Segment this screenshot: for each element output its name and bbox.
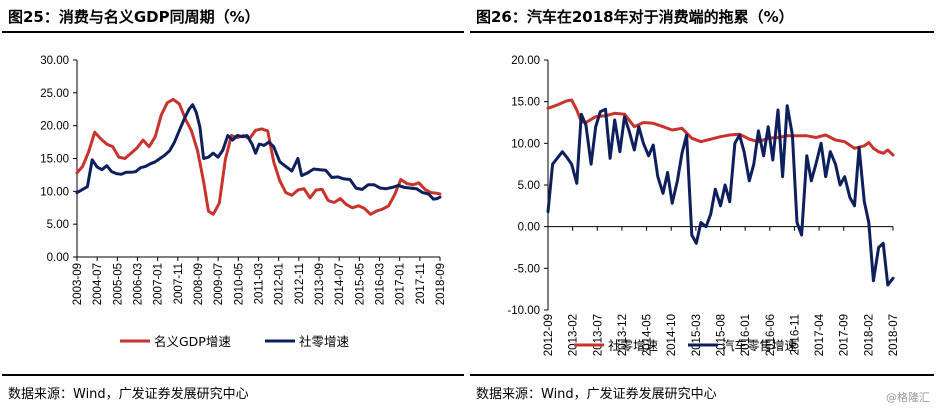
x-tick-label: 2015-08 [716, 314, 728, 356]
y-tick-label: 5.00 [47, 219, 69, 231]
y-tick-label: 10.00 [40, 186, 69, 198]
x-tick-label: 2018-02 [863, 314, 875, 356]
x-tick-label: 2008-09 [193, 263, 205, 305]
y-tick-label: 0.00 [47, 252, 69, 264]
title-divider [470, 31, 934, 33]
x-tick-label: 2013-07 [592, 314, 604, 356]
x-tick-label: 2015-05 [354, 263, 366, 305]
series-line-1 [75, 103, 442, 201]
x-tick-label: 2014-07 [334, 263, 346, 305]
gdp-retail-line-chart: 0.00 5.00 10.00 15.00 20.00 25.00 30.00 2003-09… [40, 55, 447, 349]
x-tick-label: 2012-11 [294, 263, 306, 304]
y-tick-label: -5.00 [514, 263, 540, 275]
x-tick-label: 2016-11 [789, 314, 801, 355]
x-tick-label: 2009-07 [213, 263, 225, 305]
x-tick-label: 2013-09 [314, 263, 326, 305]
y-tick-label: 25.00 [40, 88, 69, 100]
source-divider [470, 374, 934, 376]
x-tick-label: 2016-03 [375, 263, 387, 305]
chart-title: 图25：消费与名义GDP同周期（%） [8, 8, 260, 26]
title-divider [2, 31, 464, 33]
y-tick-label: 15.00 [40, 154, 69, 166]
x-tick-label: 2007-11 [173, 263, 185, 304]
y-tick-label: 30.00 [40, 55, 69, 67]
legend-label-1: 社零增速 [299, 334, 350, 349]
x-tick-label: 2010-05 [233, 263, 245, 305]
x-tick-label: 2015-03 [691, 314, 703, 356]
x-tick-label: 2014-05 [642, 314, 654, 356]
source-note: 数据来源：Wind，广发证券发展研究中心 [8, 387, 249, 402]
legend-label-0: 社零增速 [608, 338, 659, 353]
auto-retail-line-chart: -10.00 -5.00 0.00 5.00 10.00 15.00 20.00 2012-0… [507, 55, 900, 356]
series-line-1 [546, 104, 895, 287]
x-tick-label: 2014-10 [666, 314, 678, 356]
watermark: @格隆汇 [886, 391, 930, 404]
source-divider [2, 374, 464, 376]
y-tick-label: 15.00 [511, 97, 540, 109]
series-line-0 [75, 97, 442, 216]
x-tick-label: 2016-01 [740, 314, 752, 356]
x-tick-label: 2006-03 [133, 263, 145, 305]
x-tick-label: 2018-09 [435, 263, 447, 305]
x-tick-label: 2004-07 [92, 263, 104, 305]
x-tick-label: 2013-02 [568, 314, 580, 356]
series-line-0 [546, 98, 895, 157]
y-tick-label: 20.00 [40, 121, 69, 133]
y-tick-label: 20.00 [511, 55, 540, 67]
x-tick-label: 2012-01 [274, 263, 286, 305]
legend-label-0: 名义GDP增速 [154, 334, 231, 349]
y-tick-label: -10.00 [507, 305, 540, 317]
x-tick-label: 2017-11 [415, 263, 427, 304]
x-tick-label: 2012-09 [543, 314, 555, 356]
x-tick-label: 2003-09 [72, 263, 84, 305]
x-tick-label: 2016-06 [765, 314, 777, 356]
y-tick-label: 5.00 [518, 180, 540, 192]
y-tick-label: 10.00 [511, 138, 540, 150]
x-tick-label: 2018-07 [888, 314, 900, 356]
x-tick-label: 2007-01 [153, 263, 165, 305]
x-tick-label: 2017-09 [839, 314, 851, 356]
x-tick-label: 2011-03 [254, 263, 266, 304]
legend-label-1: 汽车零售增速 [722, 338, 798, 353]
x-tick-label: 2005-05 [112, 263, 124, 305]
chart-panel-auto-drag: 图26：汽车在2018年对于消费端的拖累（%） -10.00 -5.00 0.00 5… [468, 0, 936, 411]
y-tick-label: 0.00 [518, 222, 540, 234]
chart-panel-gdp-retail: 图25：消费与名义GDP同周期（%） 0.00 5.00 10.00 15.00 20.… [0, 0, 466, 411]
x-tick-label: 2013-12 [617, 314, 629, 356]
source-note: 数据来源：Wind，广发证券发展研究中心 [476, 387, 717, 402]
x-tick-label: 2017-01 [395, 263, 407, 305]
x-tick-label: 2017-04 [814, 313, 826, 356]
chart-title: 图26：汽车在2018年对于消费端的拖累（%） [476, 8, 794, 26]
